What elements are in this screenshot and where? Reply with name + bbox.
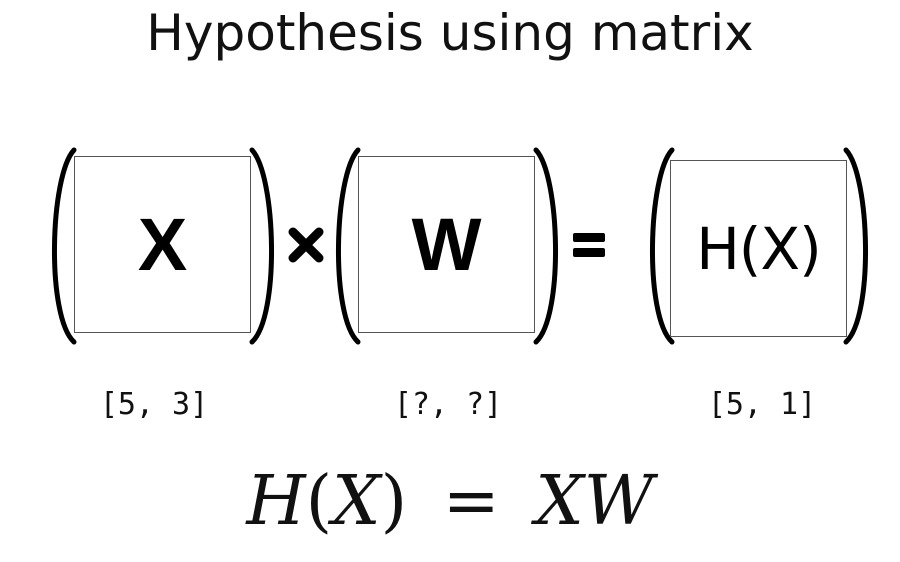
formula-close-paren: ) <box>380 462 408 541</box>
matrix-x-box: X <box>74 156 251 333</box>
left-bracket-icon <box>649 147 675 345</box>
formula-x: X <box>332 462 381 541</box>
matrix-w-label: W <box>411 202 482 286</box>
matrix-x: X <box>42 146 284 348</box>
hypothesis-formula: H(X) = XW <box>0 462 900 541</box>
left-bracket-icon <box>335 147 361 345</box>
formula-rhs: XW <box>535 462 654 541</box>
matrix-x-dims: [5, 3] <box>99 387 209 422</box>
left-bracket-icon <box>51 147 77 345</box>
formula-h: H <box>246 462 306 541</box>
formula-open-paren: ( <box>305 462 333 541</box>
matrix-x-label: X <box>137 202 188 286</box>
matrix-hx-box: H(X) <box>670 160 847 337</box>
right-bracket-icon <box>533 147 559 345</box>
matrix-hx: H(X) <box>640 146 880 348</box>
equals-operator-icon <box>573 233 605 257</box>
matrix-w: W <box>326 146 568 348</box>
right-bracket-icon <box>249 147 275 345</box>
matrix-w-dims: [?, ?] <box>393 387 503 422</box>
matrix-hx-dims: [5, 1] <box>707 387 817 422</box>
formula-equals: = <box>442 462 500 541</box>
matrix-w-box: W <box>358 156 535 333</box>
matrix-hx-label: H(X) <box>696 214 822 283</box>
right-bracket-icon <box>843 147 869 345</box>
slide-title: Hypothesis using matrix <box>146 4 754 62</box>
multiply-operator-icon <box>288 227 324 263</box>
